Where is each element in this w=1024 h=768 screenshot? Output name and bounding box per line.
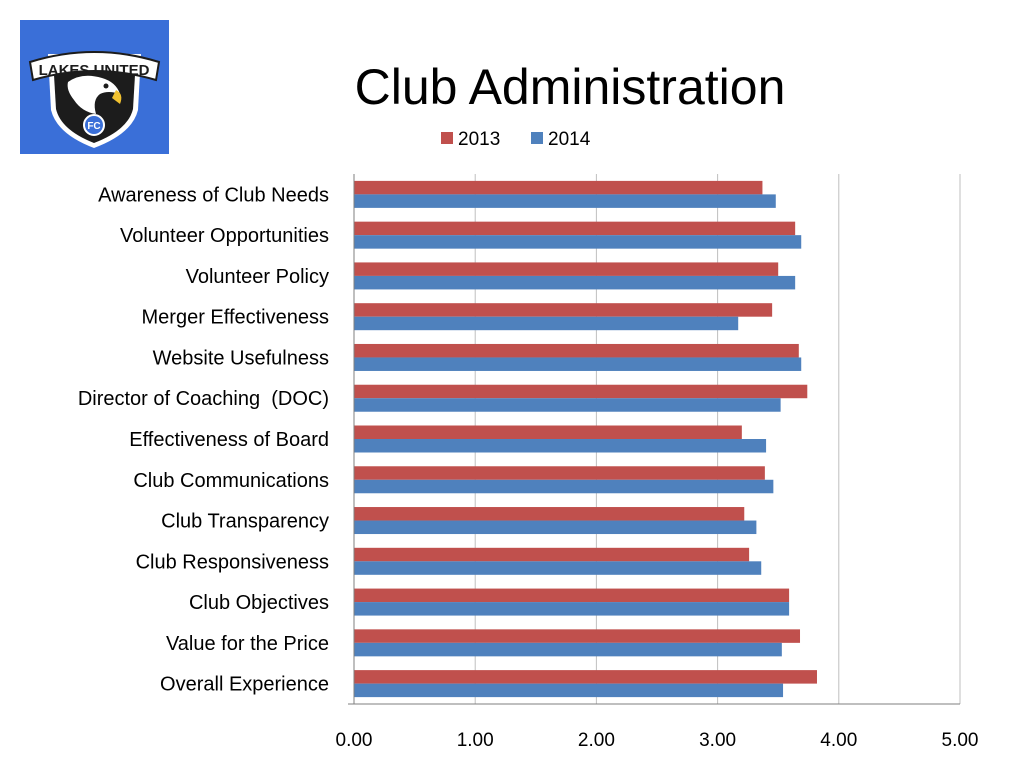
bar-2013 xyxy=(354,670,817,684)
bar-2013 xyxy=(354,262,779,276)
bar-2014 xyxy=(354,357,802,371)
logo-beak xyxy=(112,90,122,104)
logo-eye xyxy=(103,83,109,89)
bar-2013 xyxy=(354,466,765,480)
legend-label-2013: 2013 xyxy=(458,129,500,150)
category-labels: Awareness of Club Needs Volunteer Opportu… xyxy=(78,184,329,695)
lakes-united-logo: LAKES UNITED FC xyxy=(20,20,169,154)
category-label: Volunteer Policy xyxy=(186,266,329,288)
category-label: Director of Coaching (DOC) xyxy=(78,388,329,410)
bar-2014 xyxy=(354,642,782,657)
tick-labels: 0.00 1.00 2.00 3.00 4.00 5.00 xyxy=(336,730,979,751)
bar-2014 xyxy=(354,235,802,249)
bar-2013 xyxy=(354,629,801,643)
bar-2014 xyxy=(354,275,796,290)
legend-label-2014: 2014 xyxy=(548,129,591,150)
bars xyxy=(354,180,817,698)
x-tick-label: 4.00 xyxy=(820,730,857,751)
logo-badge-text: FC xyxy=(87,121,100,132)
bar-2013 xyxy=(354,588,790,603)
bar-2013 xyxy=(354,180,763,195)
x-tick-label: 2.00 xyxy=(578,730,615,751)
bar-2013 xyxy=(354,221,796,236)
logo-text: LAKES UNITED xyxy=(39,62,150,79)
bar-2014 xyxy=(354,561,762,575)
bar-2014 xyxy=(354,683,784,698)
legend-swatch-2014 xyxy=(531,132,543,144)
x-tick-label: 3.00 xyxy=(699,730,736,751)
bar-2013 xyxy=(354,343,799,358)
legend-swatch-2013 xyxy=(441,132,453,144)
bar-2013 xyxy=(354,425,742,439)
category-label: Awareness of Club Needs xyxy=(98,184,329,206)
bar-2014 xyxy=(354,194,776,208)
bar-2013 xyxy=(354,384,808,399)
bar-2014 xyxy=(354,398,781,412)
category-label: Effectiveness of Board xyxy=(129,429,329,451)
bar-2014 xyxy=(354,316,739,331)
legend: 2013 2014 xyxy=(441,129,591,150)
category-label: Value for the Price xyxy=(166,633,329,655)
chart-title: Club Administration xyxy=(354,59,786,115)
category-label: Volunteer Opportunities xyxy=(120,225,329,247)
category-label: Merger Effectiveness xyxy=(142,307,330,329)
x-tick-label: 0.00 xyxy=(336,730,373,751)
bar-2013 xyxy=(354,507,745,521)
x-tick-label: 5.00 xyxy=(942,730,979,751)
category-label: Overall Experience xyxy=(160,674,329,696)
bar-2014 xyxy=(354,520,757,535)
logo-badge xyxy=(83,114,105,136)
bar-2013 xyxy=(354,547,750,562)
bar-2014 xyxy=(354,439,767,453)
logo-banner xyxy=(28,51,161,82)
bar-2014 xyxy=(354,602,790,616)
category-label: Website Usefulness xyxy=(153,347,329,369)
x-tick-label: 1.00 xyxy=(457,730,494,751)
category-label: Club Objectives xyxy=(189,592,329,614)
category-label: Club Transparency xyxy=(161,511,329,533)
category-label: Club Communications xyxy=(133,470,329,492)
bar-2014 xyxy=(354,479,774,494)
category-label: Club Responsiveness xyxy=(136,551,329,573)
axes xyxy=(348,174,960,705)
bar-2013 xyxy=(354,303,773,317)
